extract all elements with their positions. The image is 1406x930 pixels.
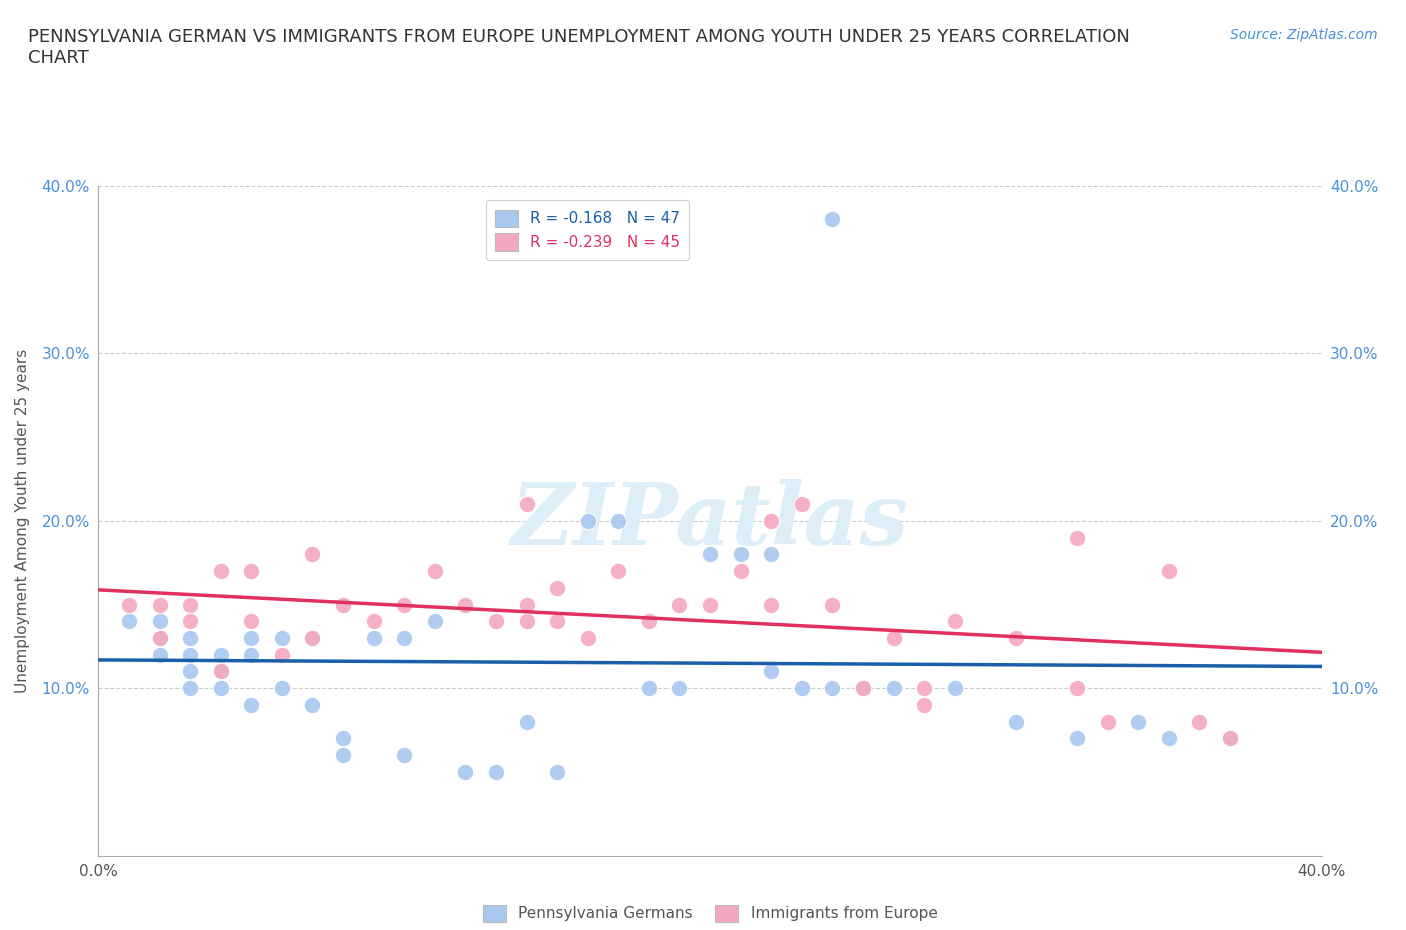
Point xyxy=(1157,731,1180,746)
Point xyxy=(852,681,875,696)
Point xyxy=(637,614,661,629)
Point xyxy=(821,212,844,227)
Point xyxy=(240,698,263,712)
Point xyxy=(730,564,752,578)
Point xyxy=(1066,530,1088,545)
Point xyxy=(516,714,538,729)
Text: PENNSYLVANIA GERMAN VS IMMIGRANTS FROM EUROPE UNEMPLOYMENT AMONG YOUTH UNDER 25 : PENNSYLVANIA GERMAN VS IMMIGRANTS FROM E… xyxy=(28,28,1130,67)
Point xyxy=(912,698,935,712)
Point xyxy=(943,681,966,696)
Point xyxy=(179,647,201,662)
Point xyxy=(516,597,538,612)
Point xyxy=(179,597,201,612)
Point xyxy=(363,614,385,629)
Point xyxy=(546,764,568,779)
Point xyxy=(179,614,201,629)
Point xyxy=(668,597,690,612)
Point xyxy=(392,631,416,645)
Point xyxy=(301,547,323,562)
Point xyxy=(607,513,630,528)
Legend: Pennsylvania Germans, Immigrants from Europe: Pennsylvania Germans, Immigrants from Eu… xyxy=(477,898,943,928)
Point xyxy=(392,748,416,763)
Point xyxy=(730,547,752,562)
Point xyxy=(240,647,263,662)
Point xyxy=(118,597,141,612)
Point xyxy=(516,614,538,629)
Point xyxy=(1128,714,1150,729)
Point xyxy=(1097,714,1119,729)
Point xyxy=(576,631,599,645)
Point xyxy=(270,681,292,696)
Point xyxy=(852,681,875,696)
Point xyxy=(240,564,263,578)
Point xyxy=(149,631,172,645)
Point xyxy=(332,731,354,746)
Point xyxy=(699,547,721,562)
Point xyxy=(454,764,477,779)
Point xyxy=(149,647,172,662)
Point xyxy=(607,564,630,578)
Point xyxy=(759,664,782,679)
Point xyxy=(759,597,782,612)
Point xyxy=(118,614,141,629)
Point xyxy=(179,664,201,679)
Point xyxy=(423,614,446,629)
Point xyxy=(1157,564,1180,578)
Point xyxy=(668,681,690,696)
Point xyxy=(759,547,782,562)
Y-axis label: Unemployment Among Youth under 25 years: Unemployment Among Youth under 25 years xyxy=(15,349,31,693)
Point xyxy=(209,664,232,679)
Point xyxy=(1066,731,1088,746)
Text: Source: ZipAtlas.com: Source: ZipAtlas.com xyxy=(1230,28,1378,42)
Point xyxy=(301,631,323,645)
Point xyxy=(149,597,172,612)
Text: ZIPatlas: ZIPatlas xyxy=(510,479,910,563)
Point xyxy=(332,748,354,763)
Point xyxy=(576,513,599,528)
Point xyxy=(699,597,721,612)
Point xyxy=(209,681,232,696)
Point xyxy=(1219,731,1241,746)
Point xyxy=(149,631,172,645)
Point xyxy=(759,513,782,528)
Point xyxy=(1004,631,1026,645)
Point xyxy=(912,681,935,696)
Point xyxy=(883,631,905,645)
Point xyxy=(1188,714,1211,729)
Point xyxy=(1066,681,1088,696)
Point xyxy=(1004,714,1026,729)
Point xyxy=(209,664,232,679)
Point xyxy=(179,631,201,645)
Point xyxy=(332,597,354,612)
Point xyxy=(270,647,292,662)
Point xyxy=(240,614,263,629)
Point xyxy=(179,681,201,696)
Point xyxy=(485,614,508,629)
Point xyxy=(209,647,232,662)
Point xyxy=(790,497,813,512)
Point xyxy=(149,614,172,629)
Point xyxy=(637,681,661,696)
Point xyxy=(270,631,292,645)
Point xyxy=(546,580,568,595)
Point xyxy=(790,681,813,696)
Point xyxy=(240,631,263,645)
Point xyxy=(821,597,844,612)
Point xyxy=(516,497,538,512)
Point xyxy=(301,698,323,712)
Point xyxy=(821,681,844,696)
Point xyxy=(392,597,416,612)
Point xyxy=(485,764,508,779)
Point xyxy=(1219,731,1241,746)
Point xyxy=(943,614,966,629)
Point xyxy=(363,631,385,645)
Point xyxy=(546,614,568,629)
Point xyxy=(423,564,446,578)
Point xyxy=(454,597,477,612)
Point xyxy=(301,631,323,645)
Point xyxy=(209,564,232,578)
Point xyxy=(883,681,905,696)
